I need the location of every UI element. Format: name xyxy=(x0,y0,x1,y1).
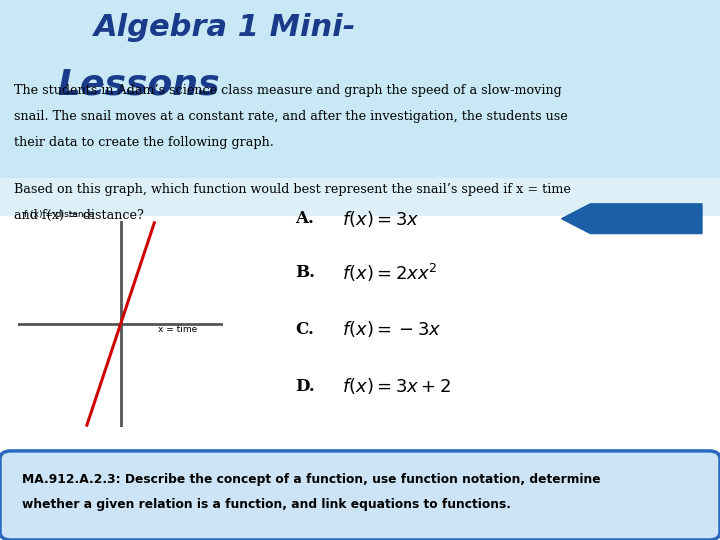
Text: their data to create the following graph.: their data to create the following graph… xyxy=(14,136,274,148)
Bar xyxy=(0,0,720,189)
Text: and f(x) = distance?: and f(x) = distance? xyxy=(14,209,144,222)
Text: snail. The snail moves at a constant rate, and after the investigation, the stud: snail. The snail moves at a constant rat… xyxy=(14,110,568,123)
Bar xyxy=(0,216,720,540)
Text: $f(x) = 3x$: $f(x) = 3x$ xyxy=(342,208,419,229)
Text: C.: C. xyxy=(295,321,314,338)
Text: whether a given relation is a function, and link equations to functions.: whether a given relation is a function, … xyxy=(22,498,510,511)
Text: f (x) = distance: f (x) = distance xyxy=(24,211,94,219)
Text: x = time: x = time xyxy=(158,325,197,334)
FancyBboxPatch shape xyxy=(0,451,720,540)
Text: Algebra 1 Mini-: Algebra 1 Mini- xyxy=(94,14,356,43)
Text: Lessons: Lessons xyxy=(58,68,220,102)
Text: A.: A. xyxy=(295,210,314,227)
Text: $f(x) = -3x$: $f(x) = -3x$ xyxy=(342,319,441,340)
FancyArrow shape xyxy=(562,204,702,233)
Bar xyxy=(0,178,720,227)
Text: Based on this graph, which function would best represent the snail’s speed if x : Based on this graph, which function woul… xyxy=(14,183,571,196)
Text: $f(x) = 2xx^2$: $f(x) = 2xx^2$ xyxy=(342,262,438,284)
Text: D.: D. xyxy=(295,377,315,395)
Text: MA.912.A.2.3: Describe the concept of a function, use function notation, determi: MA.912.A.2.3: Describe the concept of a … xyxy=(22,472,600,485)
Text: B.: B. xyxy=(295,264,315,281)
Text: The students in Adam’s science class measure and graph the speed of a slow-movin: The students in Adam’s science class mea… xyxy=(14,84,562,97)
Text: $f(x) = 3x + 2$: $f(x) = 3x + 2$ xyxy=(342,376,451,396)
